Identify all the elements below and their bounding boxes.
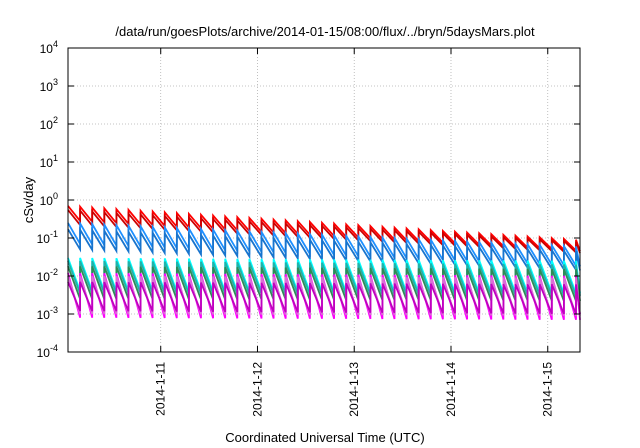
y-tick-exponent: -2 <box>50 267 58 277</box>
y-tick-exponent: -3 <box>50 305 58 315</box>
y-tick-label: 102 <box>40 115 58 132</box>
y-tick-exponent: 3 <box>53 77 58 87</box>
y-tick-exponent: 0 <box>53 191 58 201</box>
y-tick-label: 103 <box>40 77 58 94</box>
y-tick-base: 10 <box>37 346 51 360</box>
x-tick-label: 2014-1-14 <box>444 362 458 417</box>
y-tick-label: 10-4 <box>37 343 58 360</box>
series-line <box>67 220 581 270</box>
x-tick-labels: 2014-1-11 2014-1-12 2014-1-13 2014-1-14 2014… <box>154 362 555 417</box>
y-tick-base: 10 <box>37 308 51 322</box>
y-tick-base: 10 <box>37 270 51 284</box>
y-tick-label: 10-2 <box>37 267 58 284</box>
y-tick-base: 10 <box>40 118 54 132</box>
y-tick-base: 10 <box>40 194 54 208</box>
series-line <box>67 260 581 297</box>
x-axis-label: Coordinated Universal Time (UTC) <box>225 430 424 445</box>
x-tick-label: 2014-1-11 <box>154 362 168 416</box>
y-tick-exponent: 4 <box>53 39 58 49</box>
series-line <box>67 208 581 255</box>
y-axis-label: cSv/day <box>21 176 36 223</box>
series-line <box>67 257 581 294</box>
y-tick-exponent: 2 <box>53 115 58 125</box>
x-tick-label: 2014-1-12 <box>250 362 264 417</box>
series-line <box>67 265 581 302</box>
y-tick-exponent: 1 <box>53 153 58 163</box>
y-tick-base: 10 <box>40 156 54 170</box>
y-tick-label: 10-3 <box>37 305 58 322</box>
y-tick-exponent: -4 <box>50 343 58 353</box>
y-tick-exponent: -1 <box>50 229 58 239</box>
y-tick-base: 10 <box>37 232 51 246</box>
series-group <box>67 204 581 321</box>
x-tick-label: 2014-1-15 <box>541 362 555 417</box>
chart-title: /data/run/goesPlots/archive/2014-01-15/0… <box>115 24 535 39</box>
y-tick-label: 104 <box>40 39 58 56</box>
series-line <box>67 281 581 315</box>
y-tick-base: 10 <box>40 80 54 94</box>
y-tick-base: 10 <box>40 42 54 56</box>
series-line <box>67 226 581 274</box>
y-tick-label: 10-1 <box>37 229 58 246</box>
series-line <box>67 204 581 253</box>
y-tick-label: 101 <box>40 153 58 170</box>
x-tick-label: 2014-1-13 <box>347 362 361 417</box>
axis-ticks <box>68 47 580 353</box>
y-tick-label: 100 <box>40 191 58 208</box>
